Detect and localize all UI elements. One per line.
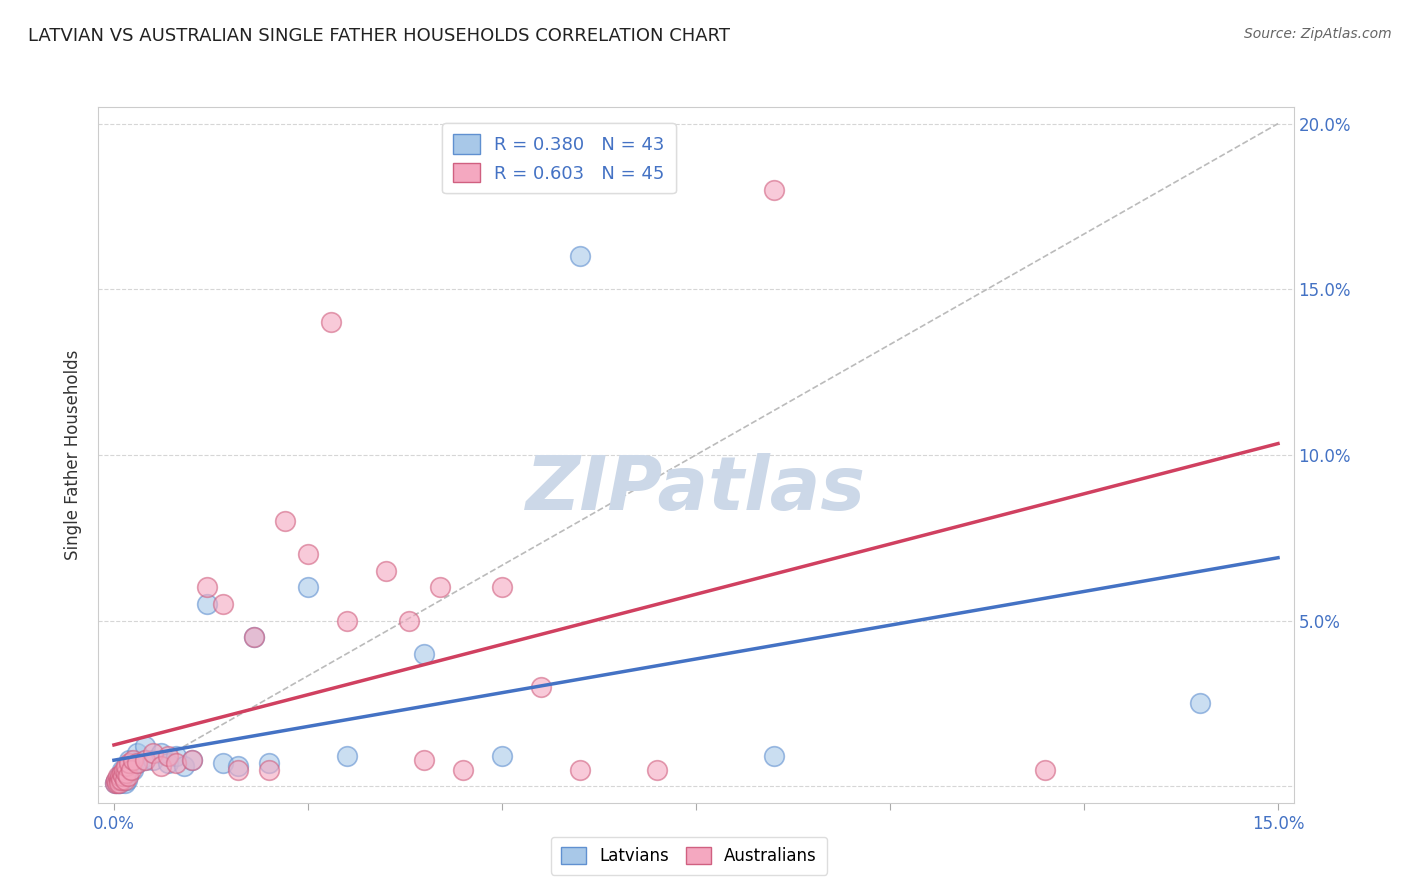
Point <box>568 249 591 263</box>
Point <box>321 315 343 329</box>
Point <box>104 776 127 790</box>
Point <box>429 581 451 595</box>
Y-axis label: Single Father Households: Single Father Households <box>65 350 83 560</box>
Point <box>273 514 295 528</box>
Point <box>115 759 138 773</box>
Point <box>114 766 136 780</box>
Point <box>165 749 187 764</box>
Point <box>211 597 233 611</box>
Point <box>127 746 149 760</box>
Point <box>195 581 218 595</box>
Point <box>108 776 131 790</box>
Point <box>105 772 128 787</box>
Point <box>211 756 233 770</box>
Point <box>165 756 187 770</box>
Point <box>142 753 165 767</box>
Point <box>568 763 591 777</box>
Point <box>530 680 553 694</box>
Point <box>112 772 135 787</box>
Point <box>142 746 165 760</box>
Point <box>122 753 145 767</box>
Point <box>117 766 139 780</box>
Point <box>114 772 136 787</box>
Point <box>645 763 668 777</box>
Point <box>257 763 280 777</box>
Text: ZIPatlas: ZIPatlas <box>526 453 866 526</box>
Point <box>451 763 474 777</box>
Point <box>149 746 172 760</box>
Point <box>118 759 141 773</box>
Point <box>112 766 135 780</box>
Point <box>118 753 141 767</box>
Point <box>127 756 149 770</box>
Point <box>107 776 129 790</box>
Point <box>180 753 202 767</box>
Point <box>157 749 180 764</box>
Point <box>122 763 145 777</box>
Point <box>242 630 264 644</box>
Legend: R = 0.380   N = 43, R = 0.603   N = 45: R = 0.380 N = 43, R = 0.603 N = 45 <box>441 123 676 194</box>
Point <box>111 766 134 780</box>
Point <box>117 769 139 783</box>
Text: LATVIAN VS AUSTRALIAN SINGLE FATHER HOUSEHOLDS CORRELATION CHART: LATVIAN VS AUSTRALIAN SINGLE FATHER HOUS… <box>28 27 730 45</box>
Point <box>195 597 218 611</box>
Point <box>108 776 131 790</box>
Point <box>114 776 136 790</box>
Point <box>118 756 141 770</box>
Point <box>242 630 264 644</box>
Point <box>114 769 136 783</box>
Point <box>173 759 195 773</box>
Point <box>226 759 249 773</box>
Point <box>1189 697 1212 711</box>
Point <box>398 614 420 628</box>
Point <box>413 647 436 661</box>
Point <box>107 769 129 783</box>
Point <box>336 749 359 764</box>
Point <box>112 769 135 783</box>
Text: Source: ZipAtlas.com: Source: ZipAtlas.com <box>1244 27 1392 41</box>
Point <box>374 564 396 578</box>
Point <box>127 756 149 770</box>
Point <box>491 581 513 595</box>
Point <box>1033 763 1056 777</box>
Point <box>157 756 180 770</box>
Point <box>149 759 172 773</box>
Point <box>107 769 129 783</box>
Point <box>762 183 785 197</box>
Point <box>104 776 127 790</box>
Point <box>108 769 131 783</box>
Point <box>226 763 249 777</box>
Point <box>297 581 319 595</box>
Point <box>107 772 129 787</box>
Point <box>180 753 202 767</box>
Point <box>413 753 436 767</box>
Point <box>110 772 132 787</box>
Point <box>105 774 128 789</box>
Point <box>491 749 513 764</box>
Point <box>762 749 785 764</box>
Point <box>134 753 156 767</box>
Point <box>111 763 134 777</box>
Point <box>105 776 128 790</box>
Point <box>107 772 129 787</box>
Point <box>134 739 156 754</box>
Point <box>108 772 131 787</box>
Point <box>112 763 135 777</box>
Point <box>110 772 132 787</box>
Point <box>111 769 134 783</box>
Point <box>257 756 280 770</box>
Point <box>115 763 138 777</box>
Point <box>134 753 156 767</box>
Legend: Latvians, Australians: Latvians, Australians <box>551 837 827 875</box>
Point <box>115 772 138 787</box>
Point <box>336 614 359 628</box>
Point <box>120 763 142 777</box>
Point <box>105 776 128 790</box>
Point <box>297 547 319 561</box>
